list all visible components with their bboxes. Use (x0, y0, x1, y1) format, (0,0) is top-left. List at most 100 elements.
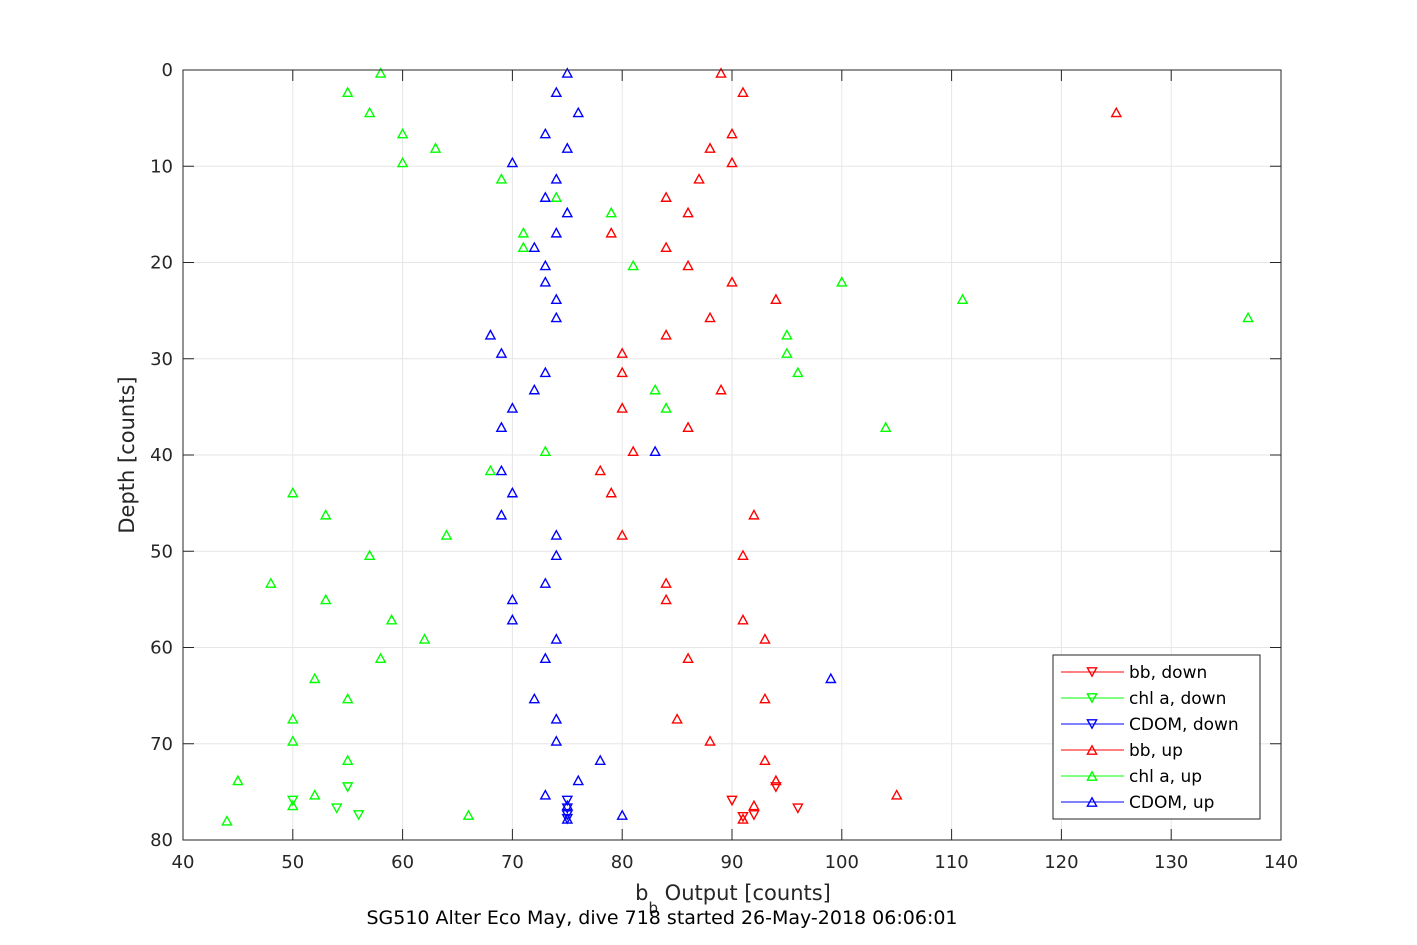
x-tick-label: 120 (1044, 852, 1078, 873)
data-point (792, 803, 804, 814)
data-point (495, 464, 508, 476)
legend-label: bb, down (1129, 663, 1207, 683)
x-tick-label: 60 (391, 852, 414, 873)
data-point (770, 782, 782, 793)
y-tick-label: 20 (150, 253, 173, 274)
data-point (550, 735, 563, 746)
data-point (495, 347, 508, 358)
data-point (1242, 311, 1254, 323)
data-point (550, 529, 563, 540)
x-tick-label: 100 (825, 852, 859, 873)
y-tick-label: 10 (150, 156, 173, 177)
data-point (550, 713, 563, 724)
data-point (319, 593, 332, 605)
legend-marker (1086, 744, 1098, 755)
data-point (825, 672, 837, 684)
data-point (506, 402, 519, 413)
data-point (561, 813, 574, 824)
data-point (352, 810, 365, 821)
data-point (792, 366, 804, 378)
data-point (737, 813, 749, 824)
data-point (484, 329, 497, 340)
data-point (308, 789, 321, 800)
data-point (616, 402, 628, 413)
data-point (693, 173, 705, 184)
data-point (627, 259, 639, 271)
y-tick-label: 70 (150, 734, 173, 755)
data-point (484, 464, 497, 476)
data-point (341, 86, 354, 98)
y-tick-label: 60 (150, 638, 173, 659)
data-point (462, 809, 475, 820)
data-point (561, 799, 574, 811)
data-point (682, 259, 694, 271)
y-tick-label: 50 (150, 541, 173, 562)
legend-entry: chl a, up (1061, 767, 1202, 787)
data-point (594, 754, 607, 766)
data-point (517, 241, 530, 253)
data-point (287, 735, 299, 746)
data-point (616, 347, 628, 358)
data-point (660, 402, 672, 413)
data-point (737, 812, 749, 823)
data-point (418, 633, 431, 644)
data-point (341, 692, 354, 704)
data-point (561, 142, 574, 153)
data-point (748, 799, 760, 811)
data-point (781, 329, 793, 340)
legend-entry: CDOM, down (1061, 715, 1239, 735)
x-tick-label: 80 (611, 852, 634, 873)
data-point (715, 67, 727, 78)
data-point (726, 127, 738, 139)
data-point (649, 383, 661, 395)
data-point (506, 486, 519, 498)
data-point (539, 789, 552, 800)
y-tick-label: 0 (162, 60, 173, 81)
x-tick-label: 110 (934, 852, 968, 873)
series-bb-down (726, 782, 804, 823)
data-point (440, 529, 453, 540)
x-tick-label: 40 (172, 852, 195, 873)
data-point (759, 633, 771, 644)
data-point (308, 672, 321, 684)
data-point (660, 593, 672, 605)
x-tick-label: 90 (721, 852, 744, 873)
x-axis-label: bb Output [counts] (635, 881, 831, 917)
data-point (539, 366, 552, 378)
data-point (594, 464, 607, 476)
data-point (715, 383, 727, 395)
data-point (495, 509, 508, 520)
legend: bb, down chl a, down CDOM, down bb, up chl a… (1052, 654, 1261, 820)
legend-label: chl a, up (1129, 767, 1202, 787)
series-chl-a-up (221, 67, 1254, 826)
data-point (890, 789, 903, 800)
data-point (956, 293, 969, 304)
data-point (528, 383, 541, 395)
data-point (396, 156, 409, 168)
data-point (550, 549, 563, 560)
data-point (539, 652, 552, 663)
data-point (737, 613, 749, 625)
data-point (726, 276, 738, 287)
data-point (770, 774, 782, 786)
series-bb-up (594, 67, 1123, 824)
data-point (429, 142, 442, 153)
data-point (605, 206, 618, 218)
data-point (561, 67, 574, 78)
legend-marker (1086, 770, 1098, 781)
x-tick-label: 130 (1154, 852, 1188, 873)
data-point (550, 311, 563, 323)
data-point (660, 241, 672, 253)
legend-entry: bb, up (1061, 741, 1183, 761)
legend-entry: bb, down (1061, 663, 1207, 683)
data-point (759, 692, 771, 704)
x-tick-label: 140 (1264, 852, 1298, 873)
y-tick-label: 40 (150, 445, 173, 466)
data-point (616, 366, 628, 378)
data-point (682, 421, 694, 432)
data-point (704, 735, 716, 746)
data-point (605, 227, 618, 238)
data-point (385, 613, 398, 625)
data-point (550, 293, 563, 304)
